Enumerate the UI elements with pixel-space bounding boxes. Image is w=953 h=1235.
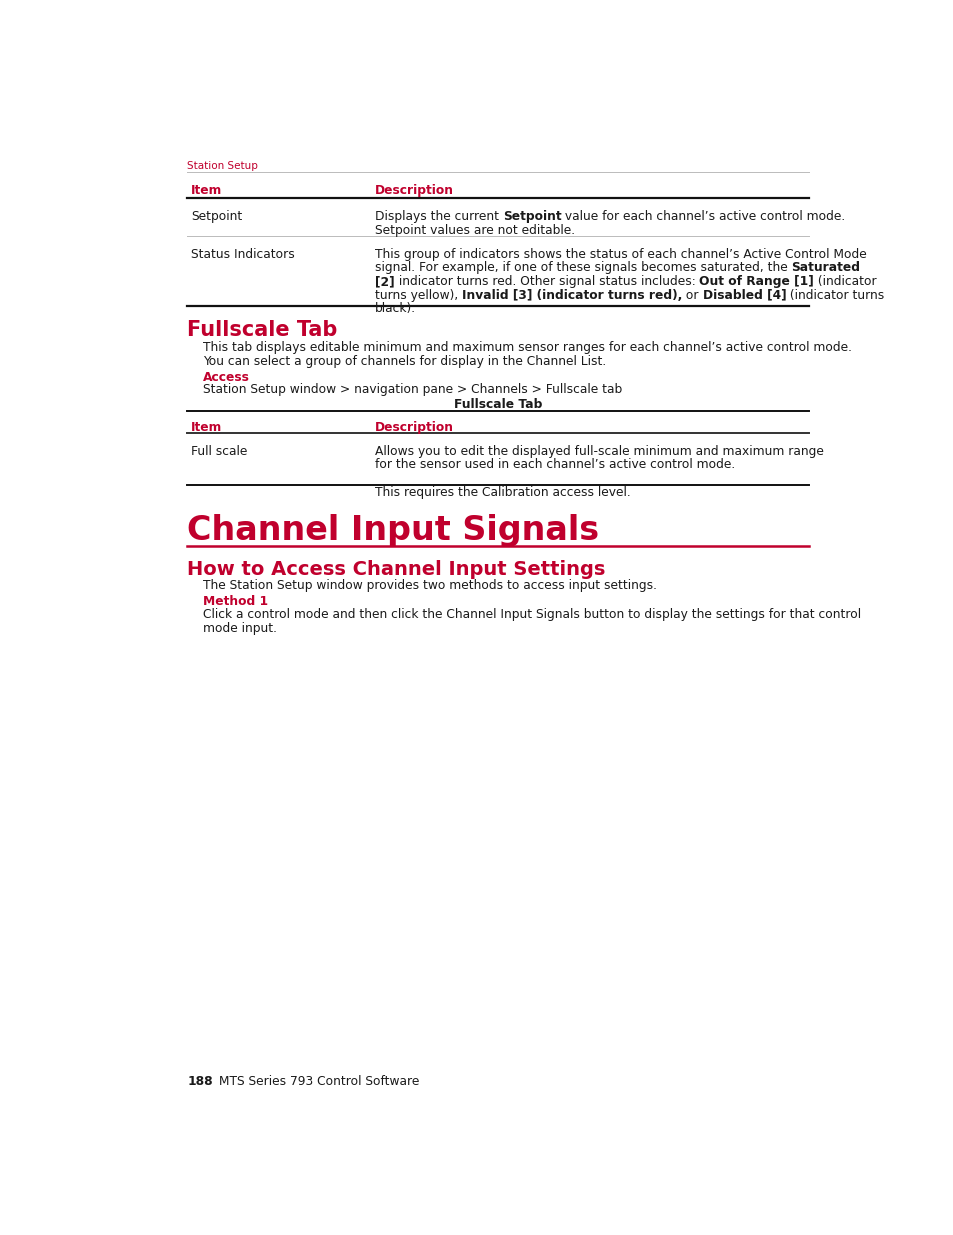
Text: Invalid [3] (indicator turns red),: Invalid [3] (indicator turns red),	[461, 289, 681, 301]
Text: Item: Item	[192, 184, 222, 198]
Text: Setpoint: Setpoint	[192, 210, 242, 222]
Text: mode input.: mode input.	[203, 621, 276, 635]
Text: Channel Input Signals: Channel Input Signals	[187, 514, 598, 547]
Text: Setpoint values are not editable.: Setpoint values are not editable.	[375, 224, 575, 237]
Text: Fullscale Tab: Fullscale Tab	[187, 320, 337, 340]
Text: (indicator turns: (indicator turns	[785, 289, 883, 301]
Text: [2]: [2]	[375, 275, 395, 288]
Text: This group of indicators shows the status of each channel’s Active Control Mode: This group of indicators shows the statu…	[375, 247, 866, 261]
Text: or: or	[681, 289, 702, 301]
Text: value for each channel’s active control mode.: value for each channel’s active control …	[561, 210, 845, 222]
Text: Item: Item	[192, 421, 222, 433]
Text: Method 1: Method 1	[203, 595, 268, 608]
Text: Station Setup: Station Setup	[187, 162, 258, 172]
Text: Status Indicators: Status Indicators	[192, 247, 294, 261]
Text: signal. For example, if one of these signals becomes saturated, the: signal. For example, if one of these sig…	[375, 262, 791, 274]
Text: Access: Access	[203, 370, 250, 384]
Text: Displays the current: Displays the current	[375, 210, 502, 222]
Text: Fullscale Tab: Fullscale Tab	[454, 399, 542, 411]
Text: Out of Range [1]: Out of Range [1]	[699, 275, 813, 288]
Text: Full scale: Full scale	[192, 445, 248, 458]
Text: Click a control mode and then click the Channel Input Signals button to display : Click a control mode and then click the …	[203, 608, 861, 621]
Text: The Station Setup window provides two methods to access input settings.: The Station Setup window provides two me…	[203, 579, 657, 592]
Text: for the sensor used in each channel’s active control mode.: for the sensor used in each channel’s ac…	[375, 458, 735, 472]
Text: How to Access Channel Input Settings: How to Access Channel Input Settings	[187, 561, 605, 579]
Text: Description: Description	[375, 421, 454, 433]
Text: Allows you to edit the displayed full-scale minimum and maximum range: Allows you to edit the displayed full-sc…	[375, 445, 823, 458]
Text: black).: black).	[375, 303, 416, 315]
Text: Disabled [4]: Disabled [4]	[702, 289, 785, 301]
Text: Description: Description	[375, 184, 454, 198]
Text: indicator turns red. Other signal status includes:: indicator turns red. Other signal status…	[395, 275, 699, 288]
Text: Station Setup window > navigation pane > Channels > Fullscale tab: Station Setup window > navigation pane >…	[203, 383, 621, 396]
Text: This tab displays editable minimum and maximum sensor ranges for each channel’s : This tab displays editable minimum and m…	[203, 341, 851, 353]
Text: turns yellow),: turns yellow),	[375, 289, 461, 301]
Text: Setpoint: Setpoint	[502, 210, 561, 222]
Text: 188: 188	[187, 1074, 213, 1088]
Text: This requires the Calibration access level.: This requires the Calibration access lev…	[375, 485, 630, 499]
Text: MTS Series 793 Control Software: MTS Series 793 Control Software	[214, 1074, 418, 1088]
Text: Saturated: Saturated	[791, 262, 860, 274]
Text: You can select a group of channels for display in the Channel List.: You can select a group of channels for d…	[203, 354, 605, 368]
Text: (indicator: (indicator	[813, 275, 876, 288]
